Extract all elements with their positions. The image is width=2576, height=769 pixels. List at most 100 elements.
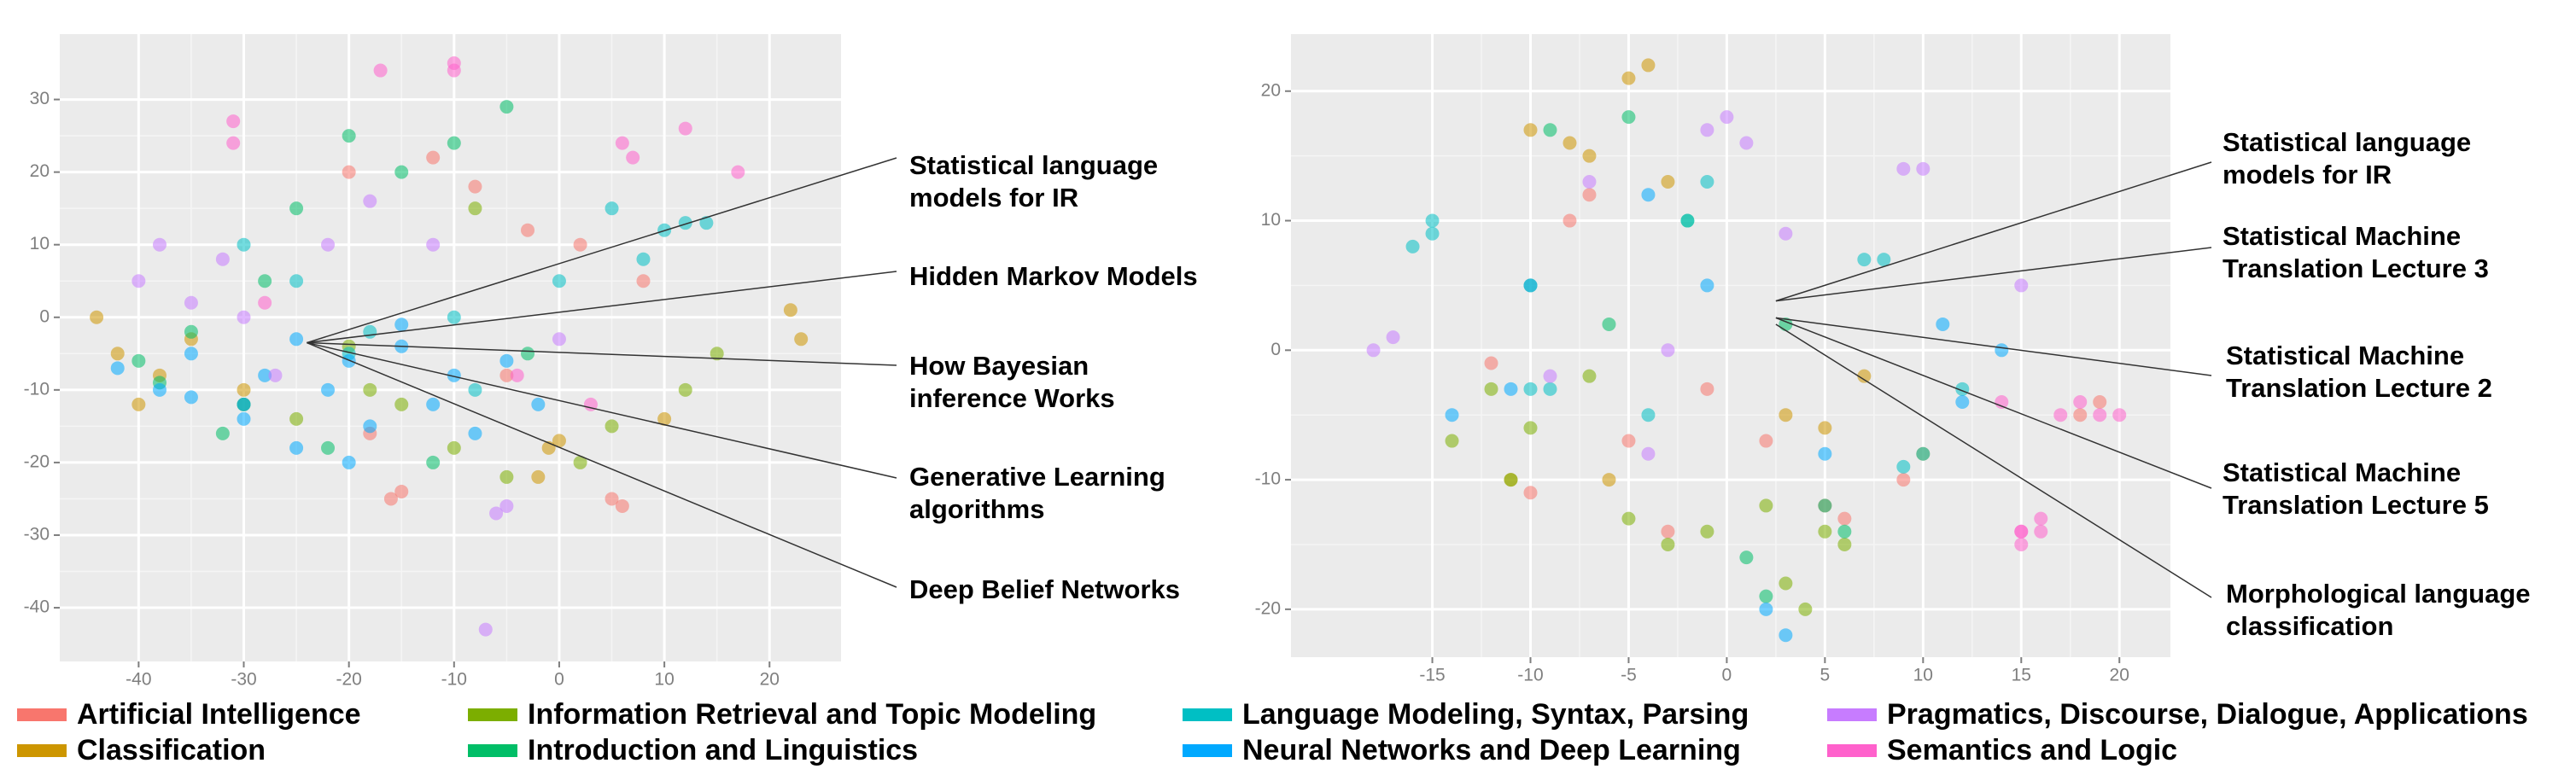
annotation-label: Hidden Markov Models — [909, 261, 1198, 291]
scatter-point — [1641, 446, 1656, 461]
scatter-point — [447, 440, 461, 455]
scatter-point — [1661, 175, 1675, 189]
scatter-point — [342, 129, 356, 143]
scatter-point — [1602, 473, 1616, 487]
annotation-leader — [307, 341, 897, 479]
scatter-point — [226, 136, 241, 150]
scatter-point — [1857, 369, 1872, 383]
scatter-point — [531, 469, 546, 484]
y-tick-label: -40 — [24, 597, 50, 617]
scatter-point — [1837, 511, 1852, 526]
scatter-point — [1641, 408, 1656, 422]
scatter-point — [447, 63, 461, 78]
y-tick-label: 0 — [1270, 340, 1281, 359]
annotation-leader — [307, 271, 897, 344]
scatter-point — [615, 498, 629, 513]
annotation-label: Statistical Machine Translation Lecture … — [2223, 457, 2489, 520]
scatter-point — [1759, 498, 1773, 513]
scatter-point — [499, 469, 514, 484]
scatter-point — [447, 368, 461, 382]
scatter-point — [468, 382, 482, 397]
scatter-point — [499, 498, 514, 513]
y-tick-label: 10 — [1261, 210, 1281, 230]
scatter-point — [321, 382, 336, 397]
scatter-point — [731, 165, 745, 179]
legend-entry: Information Retrieval and Topic Modeling — [468, 698, 1096, 731]
scatter-point — [1582, 188, 1597, 202]
scatter-point — [394, 397, 409, 411]
scatter-point — [426, 237, 441, 252]
scatter-point — [131, 274, 146, 288]
scatter-point — [237, 310, 251, 324]
scatter-point — [1582, 369, 1597, 383]
scatter-point — [794, 332, 809, 347]
scatter-point — [499, 368, 514, 382]
scatter-point — [1523, 486, 1538, 500]
annotation-label: Statistical Machine Translation Lecture … — [2226, 341, 2492, 403]
scatter-point — [1700, 382, 1714, 396]
annotation-leader — [307, 341, 897, 366]
scatter-point — [1405, 239, 1420, 253]
scatter-point — [363, 194, 377, 208]
y-tick-label: -10 — [1255, 469, 1281, 489]
scatter-point — [583, 397, 598, 411]
legend-label: Pragmatics, Discourse, Dialogue, Applica… — [1887, 698, 2528, 731]
scatter-point — [1425, 226, 1440, 241]
scatter-point — [489, 506, 504, 521]
legend-entry: Artificial Intelligence — [17, 698, 361, 731]
legend-label: Semantics and Logic — [1887, 734, 2178, 766]
scatter-point — [605, 492, 619, 506]
scatter-point — [468, 426, 482, 440]
scatter-point — [626, 150, 640, 165]
scatter-point — [1680, 213, 1695, 228]
scatter-point — [1543, 123, 1557, 137]
legend-swatch — [468, 708, 517, 721]
scatter-point — [289, 332, 304, 347]
annotation-leader — [1775, 317, 2212, 489]
annotation-label: Statistical language models for IR — [909, 150, 1159, 213]
scatter-point — [394, 165, 409, 179]
x-tick-label: 0 — [554, 670, 564, 690]
y-tick-label: -30 — [24, 525, 50, 545]
annotation-label: Generative Learning algorithms — [909, 462, 1165, 524]
scatter-point — [552, 274, 566, 288]
scatter-point — [605, 419, 619, 434]
x-tick-label: 15 — [2012, 666, 2031, 685]
legend-label: Language Modeling, Syntax, Parsing — [1242, 698, 1749, 731]
scatter-point — [363, 324, 377, 339]
scatter-point — [1818, 446, 1832, 461]
scatter-point — [184, 347, 198, 361]
scatter-point — [1700, 123, 1714, 137]
y-tick-label: -20 — [24, 451, 50, 471]
legend-swatch — [1183, 744, 1232, 757]
scatter-point — [2014, 278, 2029, 293]
scatter-point — [1896, 459, 1911, 474]
x-tick-label: -30 — [231, 670, 256, 690]
scatter-point — [1936, 317, 1950, 331]
scatter-point — [1445, 408, 1459, 422]
scatter-point — [110, 347, 125, 361]
legend-label: Information Retrieval and Topic Modeling — [528, 698, 1097, 731]
scatter-point — [152, 382, 166, 397]
x-tick-label: -20 — [336, 670, 361, 690]
x-tick-label: 20 — [760, 670, 780, 690]
scatter-point — [373, 63, 388, 78]
annotation-label: Morphological language classification — [2226, 579, 2531, 641]
scatter-point — [184, 390, 198, 405]
scatter-point — [615, 136, 629, 150]
scatter-point — [1543, 369, 1557, 383]
scatter-point — [2073, 408, 2088, 422]
scatter-point — [1602, 317, 1616, 331]
scatter-point — [342, 353, 356, 368]
scatter-point — [237, 237, 251, 252]
scatter-point — [1759, 434, 1773, 448]
x-tick-label: -15 — [1419, 666, 1445, 685]
scatter-point — [1916, 446, 1931, 461]
scatter-point — [1523, 123, 1538, 137]
scatter-point — [447, 310, 461, 324]
annotation-label: Statistical language models for IR — [2223, 127, 2472, 189]
legend-swatch — [1183, 708, 1232, 721]
scatter-point — [1445, 434, 1459, 448]
scatter-point — [478, 622, 493, 637]
